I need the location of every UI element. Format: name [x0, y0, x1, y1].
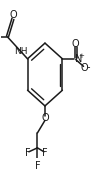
Text: O: O — [80, 63, 88, 73]
Text: F: F — [42, 148, 48, 158]
Text: O: O — [72, 39, 80, 49]
Text: NH: NH — [14, 47, 28, 56]
Text: O: O — [41, 114, 49, 123]
Text: F: F — [25, 148, 30, 158]
Text: F: F — [35, 161, 40, 170]
Text: -: - — [87, 62, 90, 72]
Text: O: O — [9, 10, 17, 20]
Text: N: N — [75, 54, 83, 64]
Text: +: + — [78, 53, 84, 59]
